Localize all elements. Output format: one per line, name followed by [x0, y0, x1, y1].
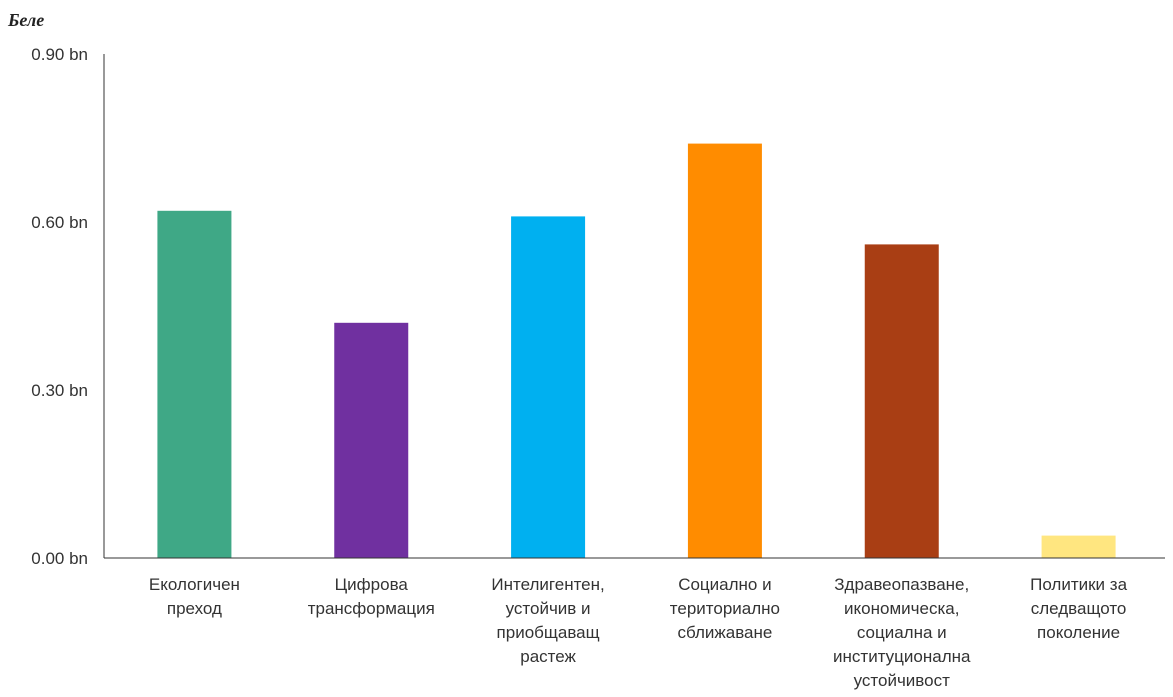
bar	[511, 216, 586, 558]
y-tick-label: 0.30 bn	[31, 381, 88, 400]
x-tick-label-line: икономическа,	[844, 599, 959, 618]
x-tick-label-line: социална и	[857, 623, 947, 642]
bar	[687, 143, 762, 558]
x-tick-label-line: институционална	[833, 647, 971, 666]
x-tick-label-line: сближаване	[677, 623, 772, 642]
x-tick-label-line: растеж	[520, 647, 576, 666]
x-tick-label-line: Интелигентен,	[491, 575, 604, 594]
x-tick-label-line: поколение	[1037, 623, 1120, 642]
x-tick-label: Интелигентен, устойчив и приобщаващ растеж	[491, 575, 604, 666]
bar	[864, 244, 939, 558]
bar	[334, 322, 409, 558]
x-tick-label-line: Цифрова	[335, 575, 409, 594]
y-tick-label: 0.00 bn	[31, 549, 88, 568]
x-tick-label-line: устойчивост	[854, 671, 951, 690]
y-axis: 0.00 bn 0.30 bn 0.60 bn 0.90 bn	[31, 45, 88, 568]
x-tick-label: Цифрова трансформация	[308, 575, 435, 618]
x-tick-label: Политики за следващото поколение	[1030, 575, 1127, 642]
bar	[157, 210, 232, 559]
x-tick-label-line: Екологичен	[149, 575, 240, 594]
x-tick-label-line: Политики за	[1030, 575, 1127, 594]
x-tick-label-line: устойчив и	[506, 599, 591, 618]
x-tick-label-line: приобщаващ	[497, 623, 600, 642]
x-axis: Екологичен преход Цифрова трансформация Инте…	[149, 575, 1128, 690]
x-tick-label-line: преход	[167, 599, 222, 618]
x-tick-label: Здравеопазване, икономическа, социална и ин…	[833, 575, 971, 690]
y-tick-label: 0.60 bn	[31, 213, 88, 232]
x-tick-label: Екологичен преход	[149, 575, 240, 618]
bars	[157, 143, 1116, 559]
y-axis-unit-label: Беле	[7, 10, 44, 30]
x-tick-label-line: трансформация	[308, 599, 435, 618]
x-tick-label-line: Здравеопазване,	[834, 575, 969, 594]
y-tick-label: 0.90 bn	[31, 45, 88, 64]
bar	[1041, 535, 1116, 558]
x-tick-label-line: териториално	[670, 599, 780, 618]
x-tick-label-line: Социално и	[678, 575, 771, 594]
x-tick-label-line: следващото	[1031, 599, 1127, 618]
x-tick-label: Социално и териториално сближаване	[670, 575, 780, 642]
